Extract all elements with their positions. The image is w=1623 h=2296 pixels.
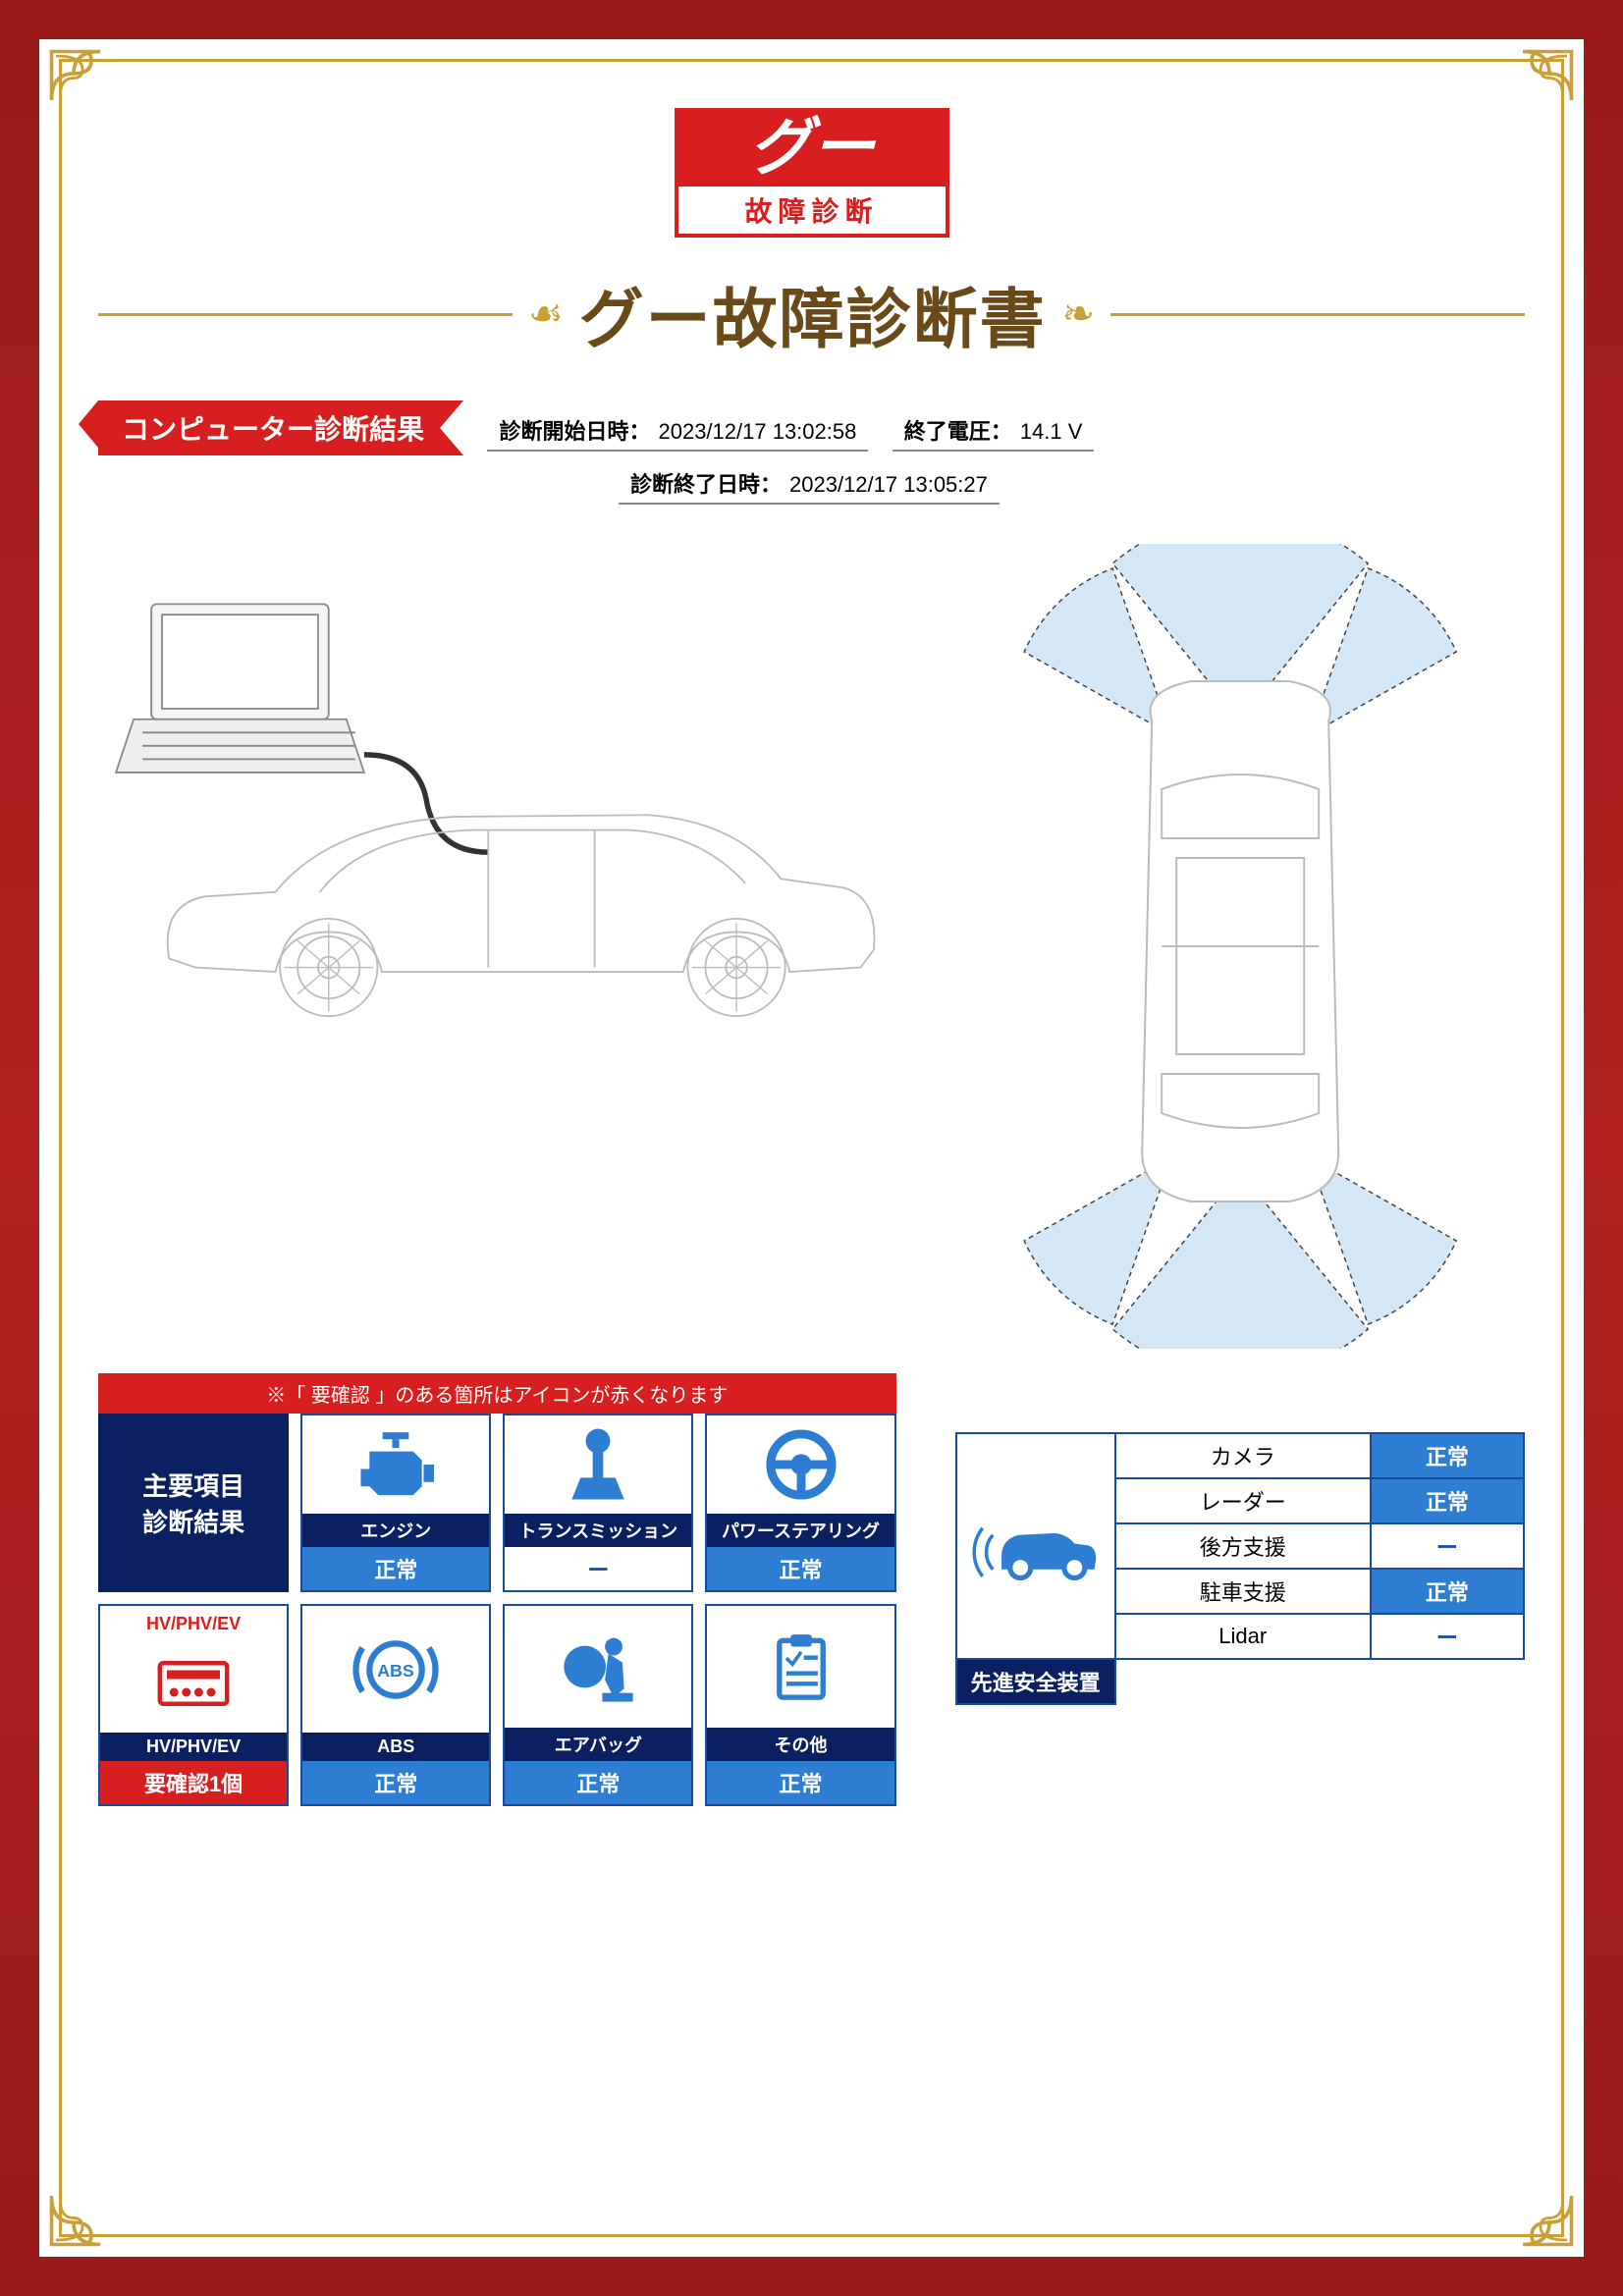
abs-icon: ABS [302,1606,489,1733]
safety-row-value: 正常 [1371,1433,1524,1478]
engine-icon [302,1415,489,1514]
start-time-row: 診断開始日時： 2023/12/17 13:02:58 [487,410,868,452]
diag-steering-name: パワーステアリング [707,1514,893,1547]
brand-sublabel: 故障診断 [678,187,946,234]
svg-text:ABS: ABS [377,1661,414,1681]
safety-header: 先進安全装置 [956,1659,1115,1704]
safety-row-label: Lidar [1115,1614,1371,1659]
diag-engine: エンジン 正常 [300,1414,491,1592]
safety-row-value: 正常 [1371,1569,1524,1614]
voltage-row: 終了電圧： 14.1 V [893,410,1095,452]
voltage-label: 終了電圧： [904,414,1012,446]
safety-row-label: 駐車支援 [1115,1569,1371,1614]
safety-row-label: 後方支援 [1115,1523,1371,1569]
start-time-label: 診断開始日時： [499,414,650,446]
diag-hv-status: 要確認1個 [100,1761,287,1804]
end-time-row: 診断終了日時： 2023/12/17 13:05:27 [619,463,1000,505]
diag-airbag-status: 正常 [505,1761,691,1804]
main-items-header-text: 主要項目 診断結果 [142,1467,244,1539]
corner-ornament-bl [47,2161,135,2249]
car-top-svg [955,544,1525,1349]
diag-abs: ABS ABS 正常 [300,1604,491,1806]
diag-steering-status: 正常 [707,1547,893,1590]
diag-airbag-name: エアバッグ [505,1728,691,1761]
safety-table: カメラ 正常 レーダー 正常 後方支援 ー 駐車支援 正常 [955,1432,1525,1705]
diag-engine-status: 正常 [302,1547,489,1590]
diag-abs-status: 正常 [302,1761,489,1804]
diag-transmission: トランスミッション ー [503,1414,693,1592]
results-section: ※「 要確認 」のある箇所はアイコンが赤くなります 主要項目 診断結果 エンジン… [98,1373,1525,1806]
safety-row-value: ー [1371,1523,1524,1569]
diagnostic-grid: ※「 要確認 」のある箇所はアイコンが赤くなります 主要項目 診断結果 エンジン… [98,1373,896,1806]
diag-transmission-status: ー [505,1547,691,1590]
diag-hv-name: HV/PHV/EV [100,1733,287,1761]
safety-icon-cell [956,1433,1115,1659]
safety-table-wrap: カメラ 正常 レーダー 正常 後方支援 ー 駐車支援 正常 [955,1432,1525,1705]
diag-transmission-name: トランスミッション [505,1514,691,1547]
airbag-icon [505,1606,691,1728]
flourish-left-icon: ☙ [528,292,564,337]
safety-row-label: レーダー [1115,1478,1371,1523]
title-row: ☙ グー故障診断書 ❧ [98,267,1525,361]
end-time-label: 診断終了日時： [630,467,782,499]
main-items-header: 主要項目 診断結果 [98,1414,289,1592]
diag-hv: HV/PHV/EV HV/PHV/EV 要確認1個 [98,1604,289,1806]
car-sensor-icon [967,1492,1105,1595]
car-top-diagram [955,544,1525,1354]
title-line-right [1110,313,1525,316]
corner-ornament-br [1488,2161,1576,2249]
brand-name: グー [678,112,946,187]
voltage-value: 14.1 V [1020,419,1083,445]
corner-ornament-tr [1488,47,1576,135]
start-time-value: 2023/12/17 13:02:58 [658,419,856,445]
diag-steering: パワーステアリング 正常 [705,1414,895,1592]
diag-other-status: 正常 [707,1761,893,1804]
section-header-tag: コンピューター診断結果 [98,400,463,455]
brand-logo: グー 故障診断 [675,108,949,238]
diag-airbag: エアバッグ 正常 [503,1604,693,1806]
safety-row-value: 正常 [1371,1478,1524,1523]
end-time-value: 2023/12/17 13:05:27 [789,472,988,498]
car-side-svg [98,544,896,1054]
corner-ornament-tl [47,47,135,135]
transmission-icon [505,1415,691,1514]
diag-other: その他 正常 [705,1604,895,1806]
diagram-area [98,544,1525,1354]
car-side-diagram [98,544,896,1059]
clipboard-icon [707,1606,893,1728]
safety-row-label: カメラ [1115,1433,1371,1478]
meta-section: コンピューター診断結果 診断開始日時： 2023/12/17 13:02:58 … [69,400,1554,505]
diag-other-name: その他 [707,1728,893,1761]
flourish-right-icon: ❧ [1062,292,1096,337]
hv-top-label: HV/PHV/EV [146,1614,241,1634]
diag-engine-name: エンジン [302,1514,489,1547]
page-content: グー 故障診断 ☙ グー故障診断書 ❧ コンピューター診断結果 診断開始日時： … [39,39,1584,2257]
safety-row-value: ー [1371,1614,1524,1659]
certificate-frame: グー 故障診断 ☙ グー故障診断書 ❧ コンピューター診断結果 診断開始日時： … [0,0,1623,2296]
notice-bar: ※「 要確認 」のある箇所はアイコンが赤くなります [98,1373,896,1414]
steering-icon [707,1415,893,1514]
diag-abs-name: ABS [302,1733,489,1761]
page-title: グー故障診断書 [579,267,1047,361]
battery-icon [100,1634,287,1733]
title-line-left [98,313,513,316]
